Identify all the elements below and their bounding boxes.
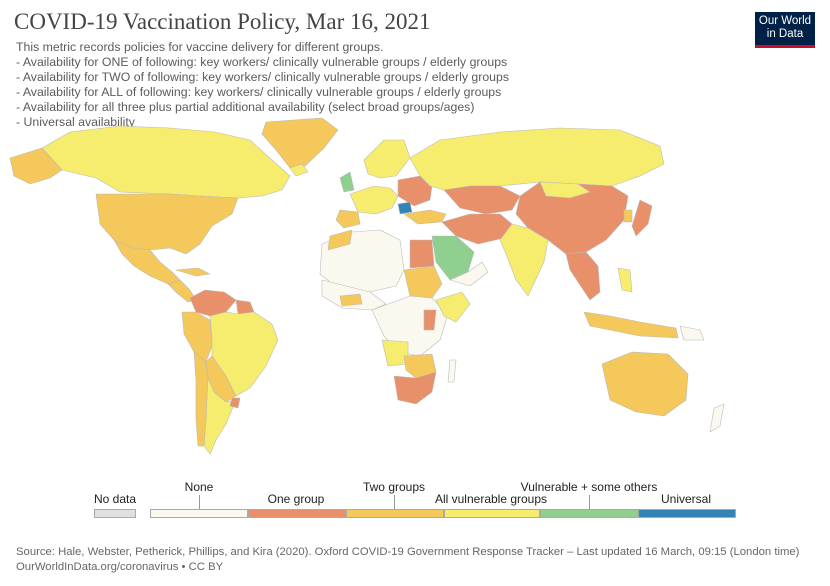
legend-label-all-vulnerable: All vulnerable groups: [434, 492, 548, 506]
east-africa: [435, 291, 471, 323]
philippines: [617, 267, 633, 293]
guianas: [235, 299, 255, 315]
subtitle-line: - Availability for all three plus partia…: [16, 100, 475, 114]
russia: [409, 127, 665, 191]
uruguay: [229, 397, 241, 409]
uk: [339, 171, 355, 193]
canada: [41, 125, 291, 199]
logo-line-2: in Data: [766, 27, 804, 40]
subtitle-line: This metric records policies for vaccine…: [16, 40, 384, 54]
footer-link[interactable]: OurWorldInData.org/coronavirus • CC BY: [16, 560, 224, 573]
greenland: [261, 118, 339, 169]
legend-swatch-one-group[interactable]: [248, 509, 346, 518]
scandinavia: [363, 139, 411, 179]
owid-logo[interactable]: Our World in Data: [755, 12, 815, 48]
egypt: [409, 239, 435, 269]
australia: [601, 351, 689, 417]
western-europe: [349, 185, 399, 215]
legend-swatch-no-data[interactable]: [94, 509, 136, 518]
ghana-nigeria: [339, 293, 363, 307]
legend-tick: [589, 495, 590, 509]
ecuador-peru: [181, 311, 213, 363]
subtitle-line: - Universal availability: [16, 115, 135, 129]
balkans: [397, 201, 413, 215]
source-note: Source: Hale, Webster, Petherick, Philli…: [16, 546, 800, 558]
legend-label-one-group: One group: [267, 492, 325, 506]
mongolia: [539, 181, 591, 199]
alaska: [9, 147, 63, 185]
legend-label-no-data: No data: [93, 492, 137, 506]
footer: Source: Hale, Webster, Petherick, Philli…: [16, 545, 799, 574]
legend-swatch-two-groups[interactable]: [346, 509, 444, 518]
morocco: [327, 229, 353, 251]
turkey: [403, 209, 447, 225]
subtitle-line: - Availability for ONE of following: key…: [16, 55, 508, 69]
iberia: [335, 209, 361, 229]
subtitle-line: - Availability for ALL of following: key…: [16, 85, 502, 99]
legend-tick: [199, 495, 200, 509]
venezuela-colombia: [189, 289, 237, 317]
kenya-region: [423, 309, 437, 331]
chart-subtitle: This metric records policies for vaccine…: [16, 40, 509, 130]
subtitle-line: - Availability for TWO of following: key…: [16, 70, 509, 84]
logo-line-1: Our World: [758, 15, 812, 27]
legend-label-two-groups: Two groups: [362, 480, 426, 494]
legend-label-universal: Universal: [660, 492, 712, 506]
angola-region: [381, 339, 409, 367]
legend-tick: [394, 495, 395, 509]
png: [679, 325, 705, 341]
legend-swatch-vulnerable-plus[interactable]: [540, 509, 638, 518]
legend-swatch-all-vulnerable[interactable]: [444, 509, 540, 518]
southeast-asia: [565, 251, 601, 301]
arabia-south: [449, 261, 489, 287]
legend-label-vulnerable-plus: Vulnerable + some others: [520, 480, 658, 494]
legend-swatch-none[interactable]: [150, 509, 248, 518]
kazakhstan: [443, 185, 521, 215]
sudan-region: [403, 265, 443, 299]
chart-title: COVID-19 Vaccination Policy, Mar 16, 202…: [14, 9, 431, 34]
legend-label-none: None: [184, 480, 214, 494]
iceland: [289, 163, 309, 177]
korea: [623, 209, 633, 223]
argentina: [203, 377, 237, 455]
madagascar: [447, 359, 457, 383]
cuba: [175, 267, 211, 277]
japan: [631, 199, 653, 237]
world-map[interactable]: [0, 118, 830, 478]
south-africa: [393, 371, 437, 405]
legend-swatch-universal[interactable]: [638, 509, 736, 518]
indonesia: [583, 311, 679, 339]
new-zealand: [709, 403, 725, 433]
india: [499, 223, 549, 297]
